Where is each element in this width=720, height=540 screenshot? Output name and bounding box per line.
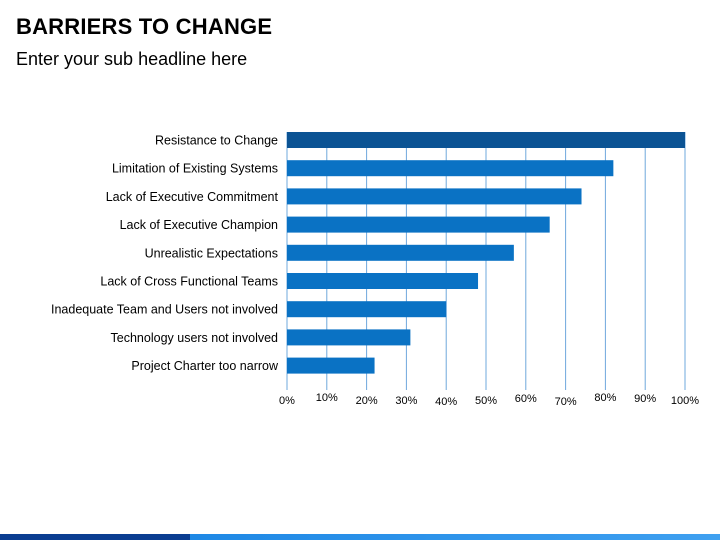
category-label: Project Charter too narrow [131,359,279,373]
page-subtitle: Enter your sub headline here [16,49,248,69]
category-label: Lack of Cross Functional Teams [100,275,278,289]
bars [287,132,685,374]
x-tick-label: 20% [356,395,378,407]
page-title: BARRIERS TO CHANGE [16,14,273,39]
category-labels: Resistance to Change Limitation of Existi… [51,134,279,374]
bar [287,188,582,205]
x-tick-label: 40% [435,396,457,408]
bar [287,160,614,177]
category-label: Unrealistic Expectations [145,246,278,260]
x-tick-label: 60% [515,393,537,405]
bar [287,301,447,318]
x-tick-label: 100% [671,395,699,407]
bar [287,216,550,233]
bar [287,132,685,148]
bar [287,244,514,261]
bar [287,273,479,289]
bar [287,357,375,374]
x-tick-label: 30% [395,395,417,407]
category-label: Limitation of Existing Systems [112,162,278,176]
category-label: Technology users not involved [111,331,279,345]
category-label: Lack of Executive Commitment [106,190,279,204]
category-label: Resistance to Change [155,134,278,148]
x-tick-label: 80% [594,392,616,404]
bar [287,329,411,346]
footer-accent-light [190,534,720,540]
x-tick-label: 50% [475,395,497,407]
category-label: Inadequate Team and Users not involved [51,303,278,317]
footer-accent-dark [0,534,190,540]
x-tick-label: 0% [279,395,295,407]
x-tick-label: 90% [634,393,656,405]
x-tick-label: 70% [555,396,577,408]
category-label: Lack of Executive Champion [120,218,278,232]
footer-accent-bar [0,534,720,540]
x-tick-label: 10% [316,392,338,404]
x-tick-labels: 0% 10% 20% 30% 40% 50% 60% 70% 80% 90% 100% [279,392,699,408]
